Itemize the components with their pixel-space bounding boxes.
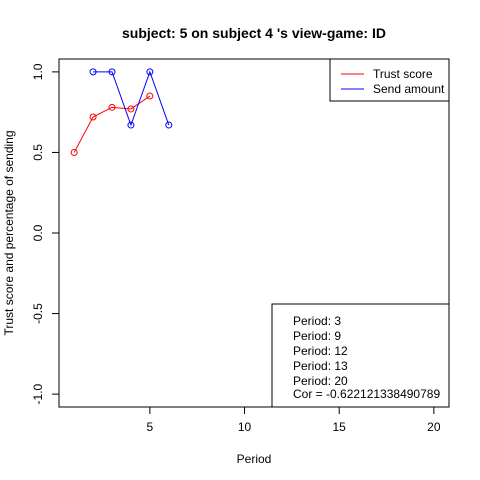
x-axis-label: Period [237,452,272,466]
x-tick-label: 10 [238,420,252,434]
legend-box [329,58,450,102]
data-point-trust-score [127,105,135,113]
data-point-trust-score [70,148,78,156]
x-tick-label: 20 [427,420,441,434]
annotation-box: Period: 3 Period: 9 Period: 12 Period: 1… [271,303,450,408]
data-point-send-amount [146,68,154,76]
annotation-line: Cor = -0.622121338490789 [293,387,440,401]
annotation-line: Period: 3 [293,314,341,328]
annotation-line: Period: 20 [293,374,348,388]
series-line-send-amount [93,70,170,127]
y-axis: -1.0 -0.5 0.0 0.5 1.0 [31,63,60,404]
data-point-trust-score [108,103,116,111]
annotation-frame [271,303,450,408]
legend-label-trust-score: Trust score [373,67,433,81]
data-point-send-amount [127,121,135,129]
y-tick-label: 0.0 [31,224,45,241]
y-tick-label: -1.0 [31,383,45,404]
chart-title: subject: 5 on subject 4 's view-game: ID [122,25,386,41]
y-axis-label: Trust score and percentage of sending [2,130,16,335]
data-point-send-amount [165,121,173,129]
series-line-trust-score [73,95,151,153]
legend: Trust score Send amount [329,58,450,102]
data-point-trust-score [146,92,154,100]
data-point-send-amount [89,68,97,76]
legend-label-send-amount: Send amount [373,82,445,96]
series-layer [70,68,173,156]
y-tick-label: 0.5 [31,144,45,161]
data-point-send-amount [108,68,116,76]
x-tick-label: 5 [147,420,154,434]
x-axis: 5 10 15 20 [147,406,441,434]
y-tick-label: 1.0 [31,63,45,80]
x-tick-label: 15 [333,420,347,434]
annotation-line: Period: 13 [293,359,348,373]
y-tick-label: -0.5 [31,303,45,324]
annotation-line: Period: 9 [293,329,341,343]
data-point-trust-score [89,113,97,121]
annotation-line: Period: 12 [293,344,348,358]
